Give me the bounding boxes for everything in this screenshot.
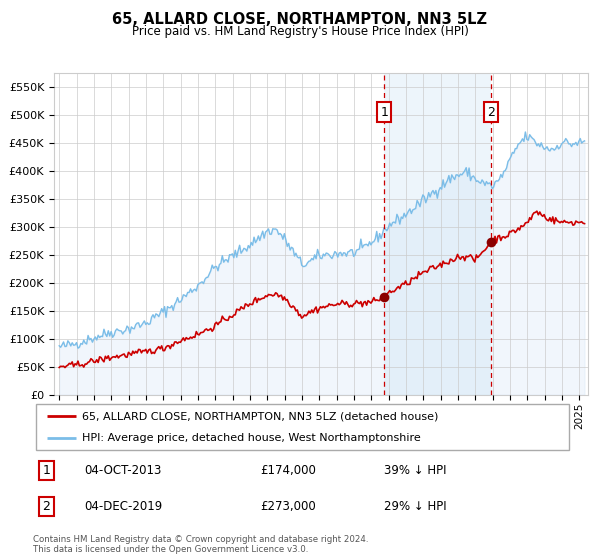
Text: 1: 1: [380, 105, 388, 119]
Text: £174,000: £174,000: [260, 464, 316, 477]
Text: 29% ↓ HPI: 29% ↓ HPI: [384, 500, 446, 513]
Bar: [384, 73, 491, 395]
Text: 65, ALLARD CLOSE, NORTHAMPTON, NN3 5LZ: 65, ALLARD CLOSE, NORTHAMPTON, NN3 5LZ: [113, 12, 487, 27]
Text: 04-DEC-2019: 04-DEC-2019: [84, 500, 163, 513]
FancyBboxPatch shape: [36, 404, 569, 450]
Text: 65, ALLARD CLOSE, NORTHAMPTON, NN3 5LZ (detached house): 65, ALLARD CLOSE, NORTHAMPTON, NN3 5LZ (…: [82, 411, 438, 421]
Text: 39% ↓ HPI: 39% ↓ HPI: [384, 464, 446, 477]
Text: 2: 2: [43, 500, 50, 513]
Text: Price paid vs. HM Land Registry's House Price Index (HPI): Price paid vs. HM Land Registry's House …: [131, 25, 469, 38]
Text: HPI: Average price, detached house, West Northamptonshire: HPI: Average price, detached house, West…: [82, 433, 421, 443]
Text: Contains HM Land Registry data © Crown copyright and database right 2024.
This d: Contains HM Land Registry data © Crown c…: [33, 535, 368, 554]
Text: 1: 1: [43, 464, 50, 477]
Text: 04-OCT-2013: 04-OCT-2013: [84, 464, 161, 477]
Text: £273,000: £273,000: [260, 500, 316, 513]
Text: 2: 2: [487, 105, 495, 119]
